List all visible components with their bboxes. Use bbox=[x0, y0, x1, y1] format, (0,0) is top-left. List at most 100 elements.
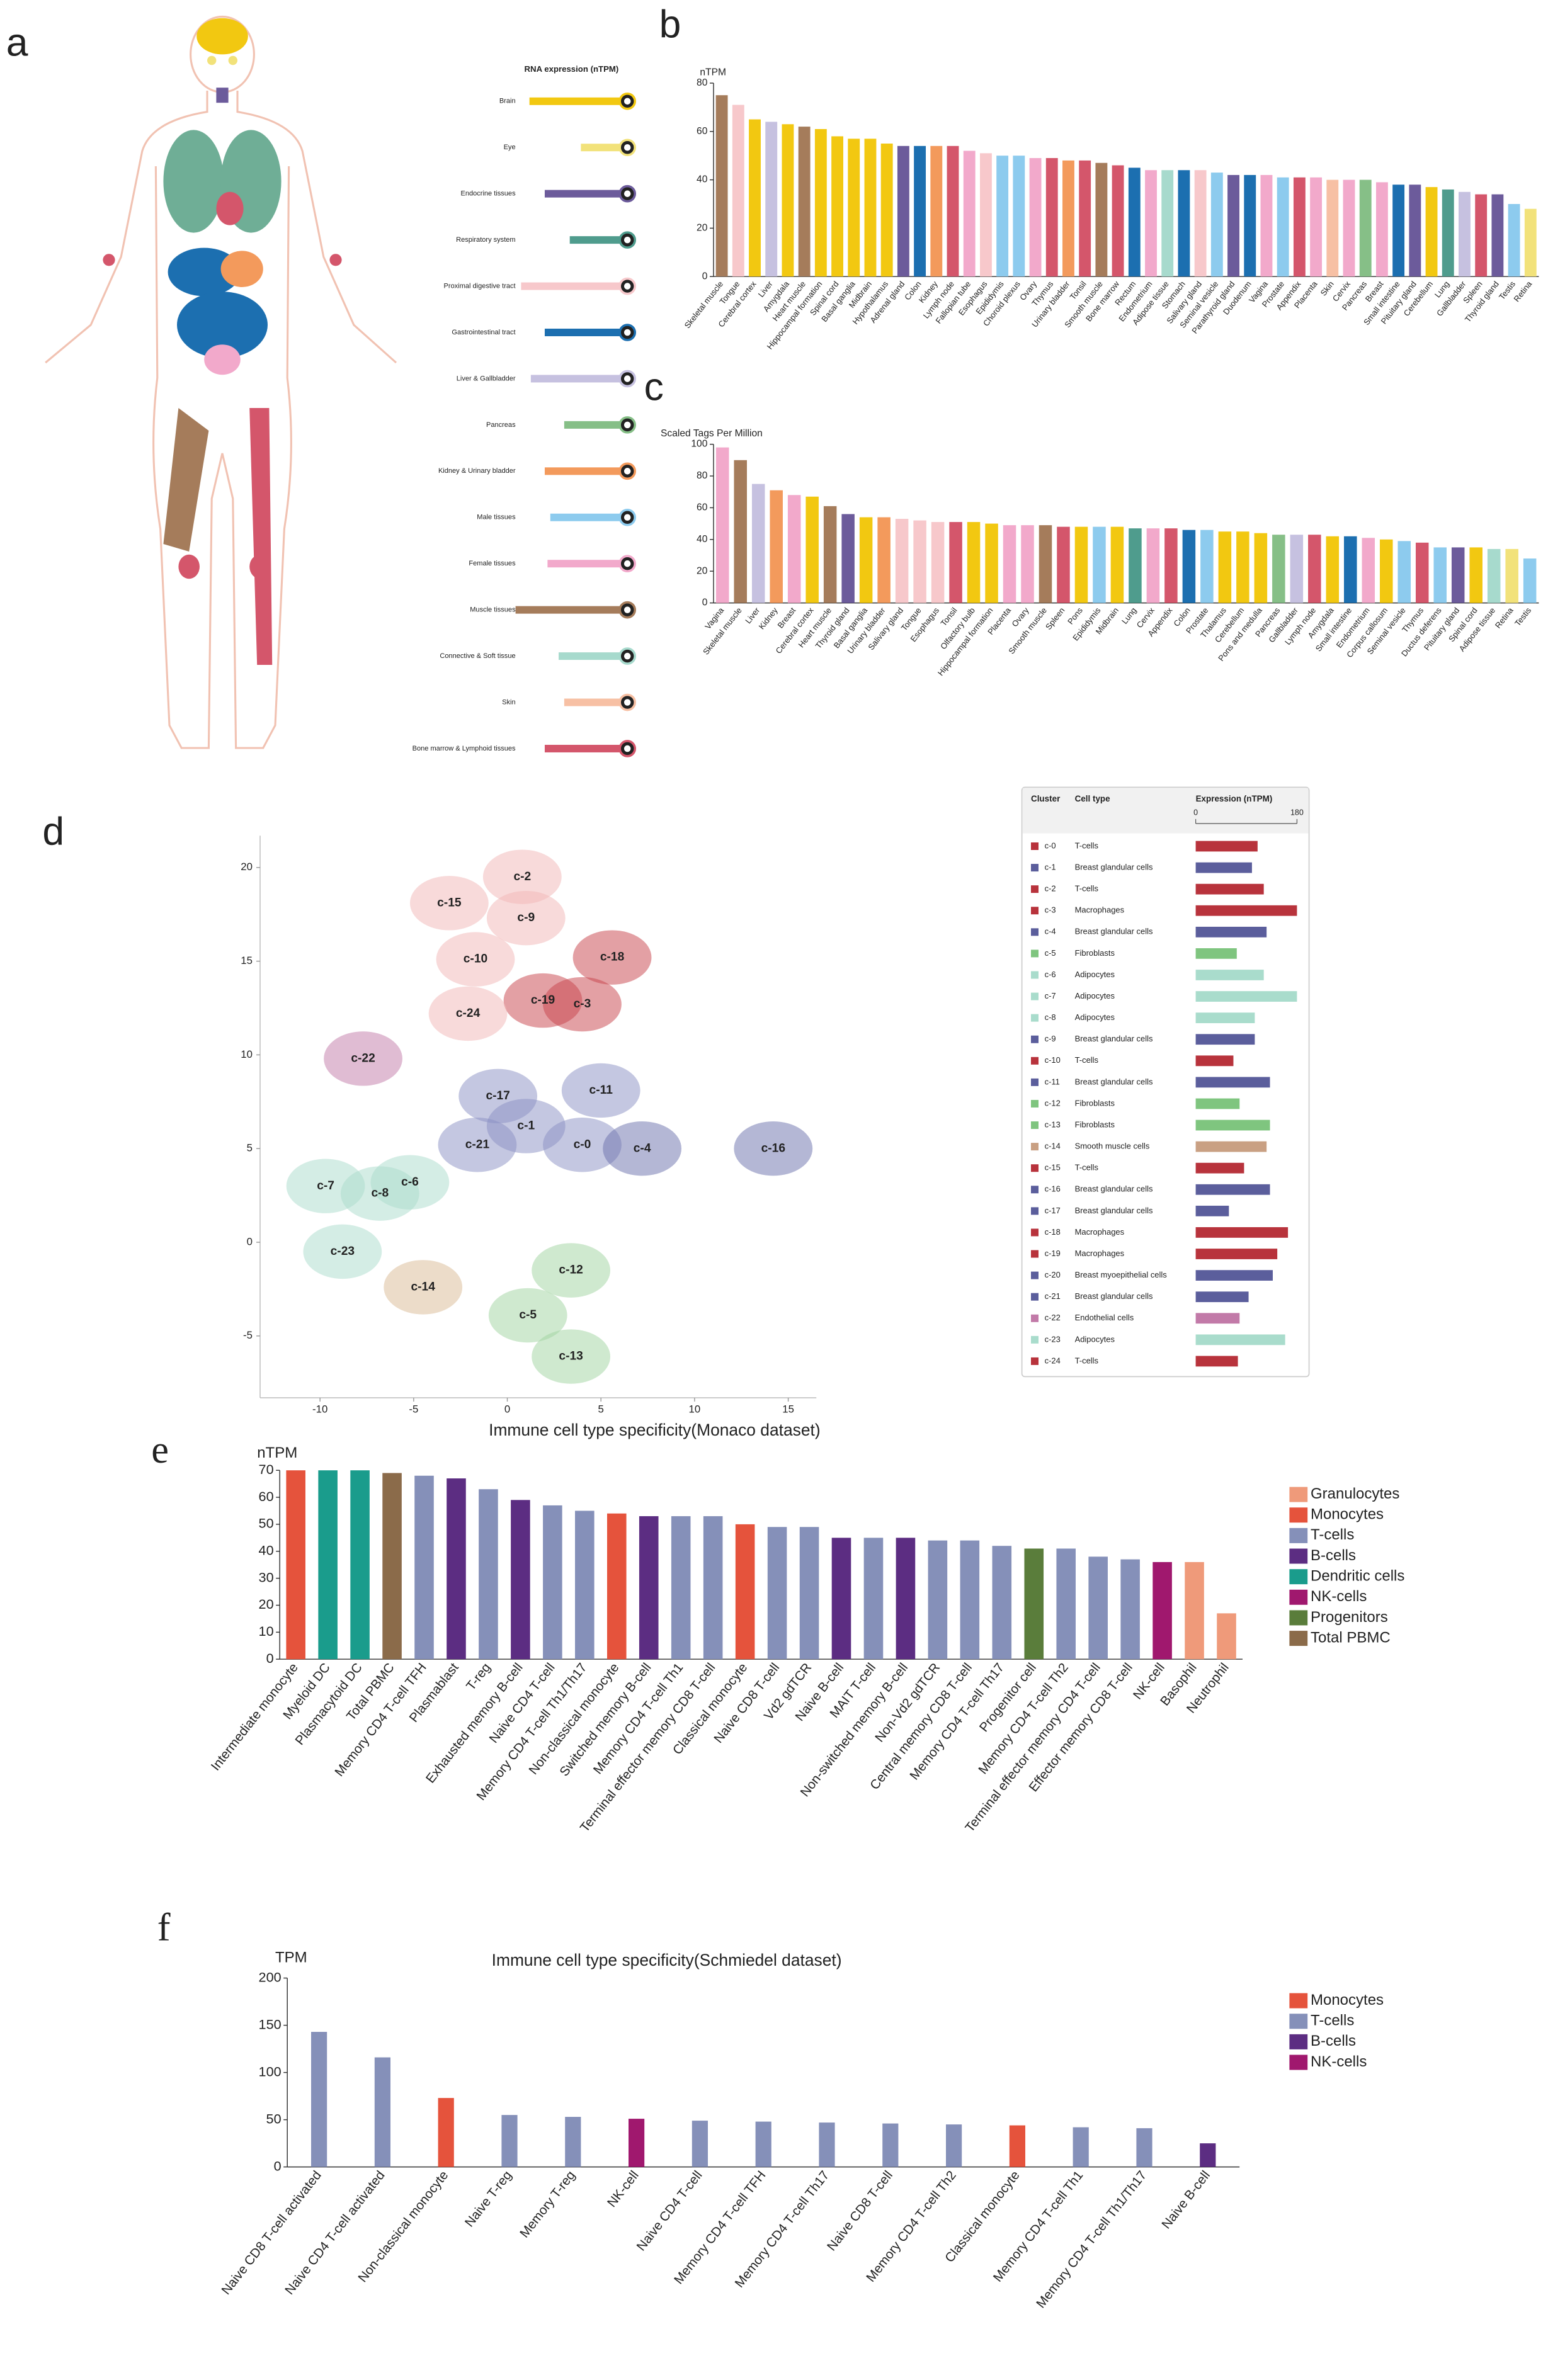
bar bbox=[438, 2098, 454, 2167]
bar bbox=[543, 1505, 562, 1660]
cluster bbox=[384, 1260, 463, 1315]
cluster-label: c-10 bbox=[464, 953, 487, 966]
legend-swatch bbox=[1289, 2034, 1308, 2049]
legend-swatch bbox=[1289, 1993, 1308, 2009]
cluster-id: c-15 bbox=[1045, 1163, 1061, 1172]
cell-type: Fibroblasts bbox=[1075, 948, 1115, 958]
cluster bbox=[561, 1063, 640, 1118]
bar bbox=[1003, 525, 1016, 603]
cluster bbox=[734, 1121, 813, 1176]
tissue-label: Liver & Gallbladder bbox=[457, 375, 516, 382]
bar bbox=[896, 1538, 916, 1660]
panel-letter: e bbox=[151, 1428, 169, 1471]
tissue-label: Male tissues bbox=[477, 514, 516, 521]
bar bbox=[1194, 170, 1207, 277]
legend-swatch bbox=[1289, 2054, 1308, 2070]
icon-inner bbox=[623, 283, 631, 290]
bar bbox=[544, 190, 620, 198]
node bbox=[103, 254, 115, 266]
bar bbox=[382, 1473, 402, 1660]
x-tick-label: T-reg bbox=[464, 1660, 494, 1693]
column-header: Expression (nTPM) bbox=[1196, 794, 1273, 803]
cell-type: Adipocytes bbox=[1075, 970, 1115, 979]
x-tick-label: 15 bbox=[782, 1403, 794, 1415]
y-tick-label: 70 bbox=[259, 1461, 274, 1477]
cluster-label: c-24 bbox=[456, 1007, 481, 1020]
cluster-id: c-5 bbox=[1045, 948, 1056, 958]
cluster-id: c-22 bbox=[1045, 1313, 1061, 1322]
bar bbox=[1021, 525, 1034, 603]
bar bbox=[703, 1516, 723, 1660]
column-header: Cluster bbox=[1031, 794, 1061, 803]
body-diagram bbox=[45, 15, 397, 749]
x-tick-label: NK-cell bbox=[605, 2168, 642, 2210]
bar bbox=[1195, 1012, 1255, 1024]
icon-inner bbox=[623, 560, 631, 567]
bar bbox=[1195, 1270, 1273, 1281]
bar bbox=[606, 1513, 627, 1660]
x-tick-label: 0 bbox=[504, 1403, 510, 1415]
legend-label: B-cells bbox=[1311, 2032, 1356, 2049]
x-tick-label: Testis bbox=[1513, 606, 1534, 628]
cluster-id: c-20 bbox=[1045, 1270, 1061, 1279]
x-tick-label: Naive CD8 T-cell bbox=[824, 2168, 896, 2253]
cluster bbox=[324, 1031, 402, 1086]
y-tick-label: 10 bbox=[259, 1623, 274, 1639]
bar bbox=[515, 606, 620, 614]
uterus bbox=[204, 344, 241, 375]
bar bbox=[1451, 547, 1465, 603]
bar bbox=[841, 514, 855, 603]
bar bbox=[1293, 177, 1306, 277]
x-tick-label: Memory CD4 T-cell Th1/Th17 bbox=[1033, 2168, 1149, 2311]
bar bbox=[1195, 883, 1264, 895]
cluster bbox=[532, 1329, 611, 1384]
cluster-id: c-11 bbox=[1045, 1077, 1060, 1086]
bar bbox=[544, 329, 620, 336]
bar bbox=[544, 744, 620, 752]
bar bbox=[1195, 1077, 1270, 1088]
organs bbox=[103, 18, 342, 665]
eye bbox=[207, 55, 217, 65]
table-header bbox=[1022, 788, 1309, 834]
bar bbox=[1200, 530, 1214, 603]
bar bbox=[1195, 1227, 1289, 1238]
y-axis-label: Scaled Tags Per Million bbox=[661, 428, 763, 439]
cluster-swatch bbox=[1031, 1014, 1039, 1022]
bar bbox=[1491, 194, 1504, 277]
bar bbox=[823, 506, 837, 603]
bar bbox=[1195, 970, 1264, 980]
cluster-label: c-0 bbox=[574, 1138, 591, 1151]
bar bbox=[1236, 531, 1249, 603]
bar bbox=[565, 2117, 581, 2167]
y-axis-label: nTPM bbox=[700, 67, 726, 77]
y-tick-label: 100 bbox=[691, 439, 707, 450]
cluster-label: c-14 bbox=[411, 1280, 436, 1293]
cluster-swatch bbox=[1031, 1143, 1039, 1151]
bar bbox=[1088, 1556, 1108, 1660]
y-tick-label: 10 bbox=[241, 1048, 253, 1060]
bar bbox=[1164, 528, 1178, 603]
bar bbox=[767, 1527, 787, 1660]
bar bbox=[1195, 1249, 1278, 1259]
x-tick-label: Retina bbox=[1511, 279, 1534, 303]
bar bbox=[1195, 862, 1252, 873]
legend-swatch bbox=[1289, 1527, 1308, 1543]
bar bbox=[735, 1524, 755, 1660]
legend-swatch bbox=[1289, 1569, 1308, 1585]
bar bbox=[1079, 160, 1091, 277]
bar bbox=[947, 145, 959, 277]
bar bbox=[963, 150, 976, 277]
intestine bbox=[177, 292, 268, 358]
y-tick-label: 200 bbox=[259, 1969, 282, 1985]
icon-inner bbox=[623, 421, 631, 429]
cluster bbox=[488, 1288, 567, 1343]
bar bbox=[751, 484, 765, 603]
bar bbox=[895, 519, 909, 603]
cell-type: Macrophages bbox=[1075, 905, 1125, 915]
tissue-label: Endocrine tissues bbox=[461, 190, 516, 198]
bar bbox=[547, 560, 620, 568]
panel-letter: d bbox=[42, 810, 64, 853]
y-axis-label: nTPM bbox=[257, 1444, 297, 1461]
y-tick-label: 30 bbox=[259, 1569, 274, 1585]
knee bbox=[249, 554, 271, 579]
